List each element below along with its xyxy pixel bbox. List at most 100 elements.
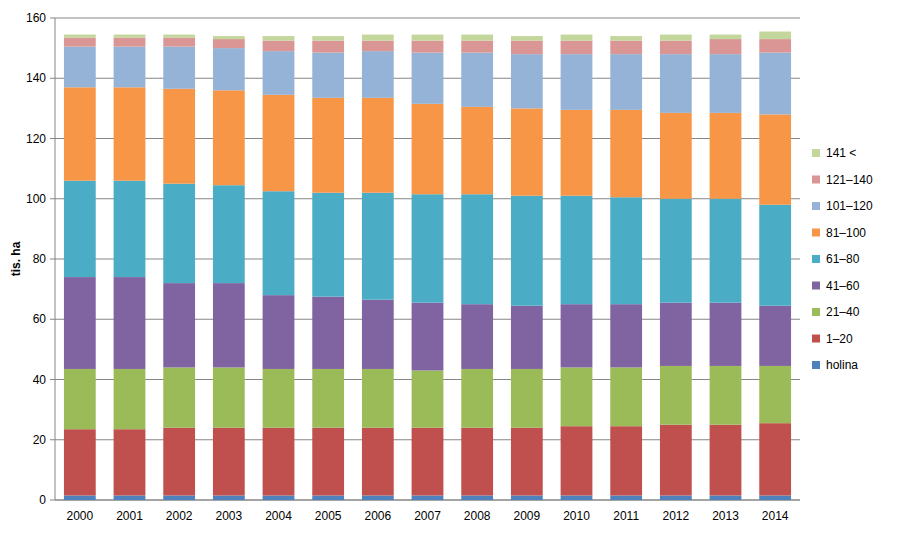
bar-segment: [64, 87, 96, 180]
bar-segment: [710, 35, 742, 40]
bar-segment: [610, 36, 642, 41]
bar-segment: [312, 193, 344, 297]
legend-swatch: [812, 335, 820, 343]
bar-segment: [362, 495, 394, 500]
bar-segment: [114, 277, 146, 369]
bar-segment: [312, 428, 344, 496]
bar-segment: [759, 205, 791, 306]
bar-segment: [362, 300, 394, 369]
category-label: 2013: [712, 509, 739, 523]
bar-segment: [312, 369, 344, 428]
bar-segment: [362, 369, 394, 428]
bar-segment: [660, 366, 692, 425]
bar-segment: [511, 428, 543, 496]
bar-segment: [412, 35, 444, 41]
bar-segment: [412, 41, 444, 53]
bar-segment: [561, 54, 593, 110]
bar-segment: [114, 35, 146, 38]
bar-segment: [213, 39, 245, 48]
legend-label: 21–40: [826, 305, 860, 319]
bar-segment: [362, 98, 394, 193]
bar-segment: [362, 193, 394, 300]
bar-segment: [312, 297, 344, 369]
category-label: 2014: [762, 509, 789, 523]
category-label: 2003: [215, 509, 242, 523]
bar-segment: [263, 428, 295, 496]
bar-segment: [660, 495, 692, 500]
tick-label: 20: [33, 433, 47, 447]
legend: 141 <121–140101–12081–10061–8041–6021–40…: [812, 146, 873, 372]
bar-segment: [561, 426, 593, 495]
tick: [50, 18, 55, 19]
bar-segment: [362, 51, 394, 98]
category-label: 2011: [613, 509, 639, 523]
legend-swatch: [812, 255, 820, 263]
tick-label: 40: [33, 373, 47, 387]
bar-segment: [213, 495, 245, 500]
bar-segment: [114, 47, 146, 88]
bar-segment: [114, 87, 146, 180]
bar-segment: [312, 53, 344, 98]
bar-segment: [710, 495, 742, 500]
tick: [50, 259, 55, 260]
bar-segment: [213, 36, 245, 39]
bar-segment: [461, 53, 493, 107]
y-axis: [55, 18, 56, 500]
bar-segment: [710, 54, 742, 113]
tick: [50, 78, 55, 79]
legend-swatch: [812, 229, 820, 237]
legend-label: 121–140: [826, 173, 873, 187]
bar-segment: [263, 495, 295, 500]
bar-segment: [610, 54, 642, 110]
bar-segment: [163, 89, 195, 184]
bar-segment: [163, 367, 195, 427]
bar-segment: [710, 113, 742, 199]
bar-segment: [213, 367, 245, 427]
grid-line: [55, 18, 800, 19]
tick: [50, 198, 55, 199]
category-label: 2008: [464, 509, 491, 523]
bar-segment: [263, 369, 295, 428]
category-label: 2002: [166, 509, 193, 523]
bar-segment: [759, 306, 791, 366]
bar-segment: [64, 369, 96, 429]
legend-swatch: [812, 176, 820, 184]
bar-segment: [163, 184, 195, 283]
tick-label: 0: [39, 493, 46, 507]
bar-segment: [163, 495, 195, 500]
category-label: 2006: [364, 509, 391, 523]
bar-segment: [312, 41, 344, 53]
bar-segment: [561, 304, 593, 367]
bar-segment: [312, 36, 344, 41]
tick: [50, 138, 55, 139]
bar-segment: [163, 47, 195, 89]
bar-segment: [710, 366, 742, 425]
bar-segment: [114, 369, 146, 429]
bar-segment: [213, 48, 245, 90]
bar-segment: [263, 36, 295, 41]
bar-segment: [610, 304, 642, 367]
bar-segment: [461, 194, 493, 304]
bar-segment: [213, 283, 245, 367]
category-label: 2001: [116, 509, 143, 523]
bar-segment: [710, 199, 742, 303]
bar-segment: [710, 303, 742, 366]
legend-label: 41–60: [826, 279, 860, 293]
bar-segment: [561, 41, 593, 55]
category-label: 2005: [315, 509, 342, 523]
bar-segment: [412, 370, 444, 427]
bar-segment: [263, 191, 295, 295]
bar-segment: [213, 185, 245, 283]
bar-segment: [114, 38, 146, 47]
bar-segment: [114, 429, 146, 495]
bar-segment: [64, 181, 96, 277]
bar-segment: [610, 367, 642, 426]
legend-label: 81–100: [826, 226, 866, 240]
bar-segment: [412, 53, 444, 104]
tick-label: 100: [26, 192, 46, 206]
legend-swatch: [812, 149, 820, 157]
bar-segment: [362, 428, 394, 496]
bar-segment: [312, 98, 344, 193]
tick: [50, 439, 55, 440]
bar-segment: [114, 181, 146, 277]
